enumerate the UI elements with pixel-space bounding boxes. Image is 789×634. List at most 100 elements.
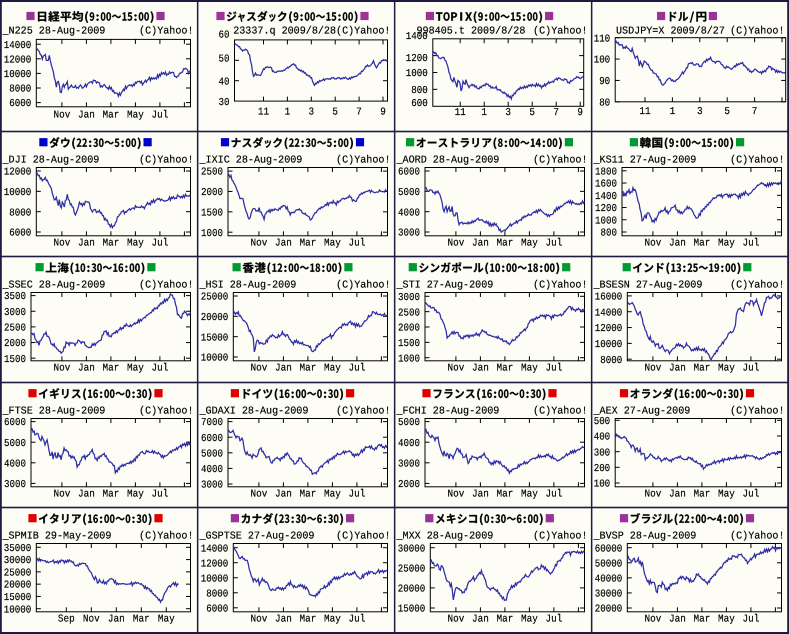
- svg-text:11: 11: [639, 106, 650, 118]
- svg-text:_N225 28-Aug-2009: _N225 28-Aug-2009: [2, 25, 106, 37]
- svg-text:5000: 5000: [398, 417, 420, 429]
- svg-text:Jul: Jul: [349, 363, 366, 375]
- svg-text:Jul: Jul: [546, 238, 563, 250]
- svg-text:Mar: Mar: [694, 489, 711, 501]
- svg-text:3500: 3500: [4, 291, 26, 303]
- svg-text:800: 800: [601, 228, 618, 240]
- svg-text:May: May: [718, 363, 735, 375]
- svg-text:5000: 5000: [201, 448, 223, 460]
- svg-text:1400: 1400: [406, 31, 428, 43]
- svg-text:400: 400: [594, 432, 611, 444]
- svg-text:7000: 7000: [201, 417, 223, 429]
- svg-text:9: 9: [577, 107, 583, 119]
- svg-text:5: 5: [724, 106, 730, 118]
- svg-text:(C)Yahoo!: (C)Yahoo!: [139, 406, 193, 418]
- svg-text:10000: 10000: [4, 69, 32, 81]
- svg-text:6000: 6000: [206, 603, 228, 615]
- svg-text:10000: 10000: [201, 353, 229, 365]
- svg-text:60000: 60000: [595, 543, 623, 555]
- svg-text:May: May: [718, 489, 735, 501]
- svg-text:20000: 20000: [201, 312, 229, 324]
- svg-text:Jul: Jul: [546, 614, 563, 626]
- svg-text:800: 800: [411, 85, 428, 97]
- svg-text:Jan: Jan: [275, 489, 292, 501]
- svg-text:(C)Yahoo!: (C)Yahoo!: [139, 280, 193, 292]
- svg-text:Mar: Mar: [694, 614, 711, 626]
- svg-text:(C)Yahoo!: (C)Yahoo!: [533, 155, 587, 167]
- svg-text:2500: 2500: [201, 167, 223, 179]
- svg-text:(C)Yahoo!: (C)Yahoo!: [533, 25, 587, 37]
- svg-text:May: May: [324, 363, 341, 375]
- svg-text:2000: 2000: [201, 187, 223, 199]
- svg-text:Jan: Jan: [78, 363, 95, 375]
- svg-text:500: 500: [594, 416, 611, 428]
- svg-text:Mar: Mar: [300, 238, 317, 250]
- svg-text:3000: 3000: [398, 458, 420, 470]
- svg-text:Nov: Nov: [448, 238, 465, 250]
- svg-text:_BVSP 28-Aug-2009: _BVSP 28-Aug-2009: [593, 531, 697, 543]
- svg-text:Mar: Mar: [497, 489, 514, 501]
- svg-text:_HSI 28-Aug-2009: _HSI 28-Aug-2009: [199, 280, 297, 292]
- svg-text:Mar: Mar: [694, 363, 711, 375]
- svg-text:May: May: [324, 489, 341, 501]
- svg-text:30: 30: [219, 97, 230, 109]
- svg-text:Jul: Jul: [349, 489, 366, 501]
- svg-text:Nov: Nov: [645, 238, 662, 250]
- svg-text:Jul: Jul: [349, 614, 366, 626]
- svg-text:10000: 10000: [595, 339, 623, 351]
- svg-text:2000: 2000: [398, 479, 420, 491]
- svg-text:25000: 25000: [201, 292, 229, 304]
- svg-text:Nov: Nov: [54, 238, 71, 250]
- svg-text:(C)Yahoo!: (C)Yahoo!: [533, 280, 587, 292]
- svg-text:May: May: [158, 614, 175, 626]
- svg-text:8000: 8000: [9, 207, 31, 219]
- svg-text:Jan: Jan: [669, 489, 686, 501]
- svg-text:10000: 10000: [201, 573, 229, 585]
- svg-text:5: 5: [529, 107, 535, 119]
- svg-text:11: 11: [258, 107, 269, 119]
- svg-text:Mar: Mar: [300, 489, 317, 501]
- svg-text:Jan: Jan: [669, 238, 686, 250]
- svg-text:Jul: Jul: [743, 489, 760, 501]
- svg-text:2500: 2500: [4, 323, 26, 335]
- svg-text:Mar: Mar: [694, 238, 711, 250]
- svg-text:Jul: Jul: [349, 238, 366, 250]
- svg-text:35000: 35000: [4, 543, 32, 555]
- svg-text:6000: 6000: [9, 98, 31, 110]
- svg-text:Jan: Jan: [275, 238, 292, 250]
- svg-text:Jan: Jan: [472, 238, 489, 250]
- svg-text:998405.t 2009/8/28: 998405.t 2009/8/28: [417, 25, 526, 37]
- svg-text:3: 3: [309, 107, 315, 119]
- svg-text:Nov: Nov: [54, 110, 71, 122]
- svg-text:Nov: Nov: [83, 614, 100, 626]
- svg-text:3: 3: [697, 106, 703, 118]
- svg-text:5000: 5000: [4, 438, 26, 450]
- svg-text:Mar: Mar: [103, 238, 120, 250]
- svg-text:110: 110: [594, 33, 611, 45]
- svg-text:60: 60: [219, 30, 230, 42]
- svg-text:3000: 3000: [4, 307, 26, 319]
- svg-text:6000: 6000: [9, 228, 31, 240]
- svg-text:Jan: Jan: [275, 363, 292, 375]
- svg-text:_AORD 28-Aug-2009: _AORD 28-Aug-2009: [396, 155, 500, 167]
- svg-text:Mar: Mar: [497, 363, 514, 375]
- svg-text:14000: 14000: [4, 40, 32, 52]
- svg-text:30000: 30000: [4, 555, 32, 567]
- svg-text:_KS11 27-Aug-2009: _KS11 27-Aug-2009: [593, 155, 697, 167]
- svg-text:3000: 3000: [398, 228, 420, 240]
- svg-text:Mar: Mar: [497, 238, 514, 250]
- svg-text:1400: 1400: [595, 191, 617, 203]
- svg-text:16000: 16000: [595, 292, 623, 304]
- svg-text:Nov: Nov: [251, 614, 268, 626]
- svg-text:(C)Yahoo!: (C)Yahoo!: [533, 531, 587, 543]
- svg-text:600: 600: [411, 98, 428, 110]
- svg-text:(C)Yahoo!: (C)Yahoo!: [336, 280, 390, 292]
- svg-text:50000: 50000: [595, 558, 623, 570]
- svg-text:Nov: Nov: [54, 363, 71, 375]
- svg-text:12000: 12000: [201, 558, 229, 570]
- svg-text:15000: 15000: [398, 604, 426, 616]
- svg-text:(C)Yahoo!: (C)Yahoo!: [139, 25, 193, 37]
- svg-text:May: May: [718, 614, 735, 626]
- svg-text:Mar: Mar: [133, 614, 150, 626]
- svg-text:Jan: Jan: [669, 614, 686, 626]
